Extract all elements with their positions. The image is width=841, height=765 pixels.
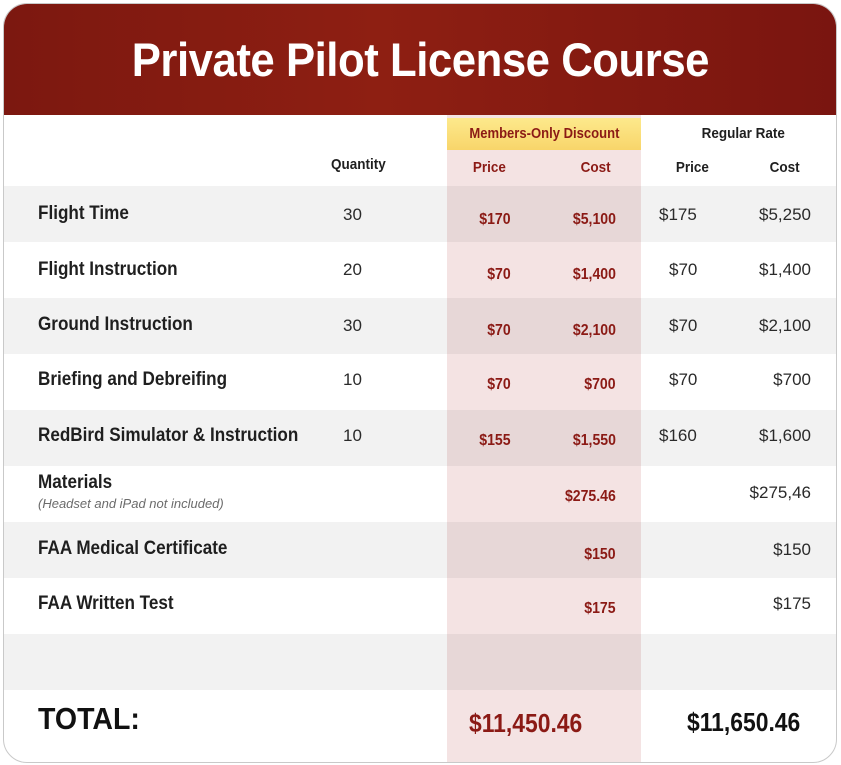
total-label: TOTAL: <box>38 701 140 736</box>
members-cost: $150 <box>584 546 616 563</box>
members-cost: $5,100 <box>572 211 616 228</box>
row-band <box>4 186 836 242</box>
item-label: Ground Instruction <box>38 314 193 335</box>
price-card: Private Pilot License Course Members-Onl… <box>3 3 837 763</box>
members-cost: $700 <box>584 376 616 393</box>
regular-price: $70 <box>669 370 698 389</box>
item-label: RedBird Simulator & Instruction <box>38 425 299 446</box>
row-band <box>4 522 836 578</box>
members-price: $70 <box>487 376 511 393</box>
members-price-header: Price <box>472 159 506 176</box>
item-label: Briefing and Debreifing <box>38 369 228 390</box>
item-label: Flight Instruction <box>38 259 178 280</box>
row-band <box>4 634 836 690</box>
regular-price-header: Price <box>675 159 709 176</box>
item-note: (Headset and iPad not included) <box>38 496 224 511</box>
item-label: FAA Medical Certificate <box>38 538 228 559</box>
members-cost: $2,100 <box>572 322 616 339</box>
regular-cost: $1,600 <box>759 426 811 445</box>
members-total: $11,450.46 <box>469 708 583 738</box>
members-cost: $275.46 <box>565 488 616 505</box>
members-price: $70 <box>487 266 511 283</box>
members-column-background <box>447 115 641 762</box>
quantity-value: 20 <box>343 260 362 279</box>
regular-cost: $1,400 <box>759 260 811 279</box>
page-title: Private Pilot License Course <box>131 33 709 86</box>
regular-price: $175 <box>659 205 697 224</box>
members-cost: $1,550 <box>572 432 616 449</box>
regular-rate-header: Regular Rate <box>701 125 785 142</box>
members-cost: $175 <box>584 600 616 617</box>
quantity-value: 10 <box>343 426 362 445</box>
regular-cost: $275,46 <box>749 483 811 502</box>
regular-total: $11,650.46 <box>687 707 801 737</box>
members-discount-badge: Members-Only Discount <box>447 118 641 150</box>
regular-price: $70 <box>669 316 698 335</box>
regular-cost: $175 <box>773 594 811 613</box>
quantity-header: Quantity <box>331 156 386 173</box>
title-banner: Private Pilot License Course <box>4 4 836 115</box>
quantity-value: 30 <box>343 316 362 335</box>
item-label: Materials <box>38 472 113 493</box>
regular-cost-header: Cost <box>769 159 800 176</box>
quantity-value: 30 <box>343 205 362 224</box>
row-band <box>4 410 836 466</box>
members-price: $170 <box>479 211 511 228</box>
members-cost-header: Cost <box>580 159 611 176</box>
members-price: $155 <box>479 432 511 449</box>
members-price: $70 <box>487 322 511 339</box>
members-discount-header: Members-Only Discount <box>468 126 620 142</box>
members-cost: $1,400 <box>572 266 616 283</box>
regular-price: $160 <box>659 426 697 445</box>
item-label: FAA Written Test <box>38 593 174 614</box>
quantity-value: 10 <box>343 370 362 389</box>
item-label: Flight Time <box>38 203 129 224</box>
regular-cost: $150 <box>773 540 811 559</box>
regular-cost: $5,250 <box>759 205 811 224</box>
regular-cost: $700 <box>773 370 811 389</box>
row-band <box>4 298 836 354</box>
regular-cost: $2,100 <box>759 316 811 335</box>
regular-price: $70 <box>669 260 698 279</box>
